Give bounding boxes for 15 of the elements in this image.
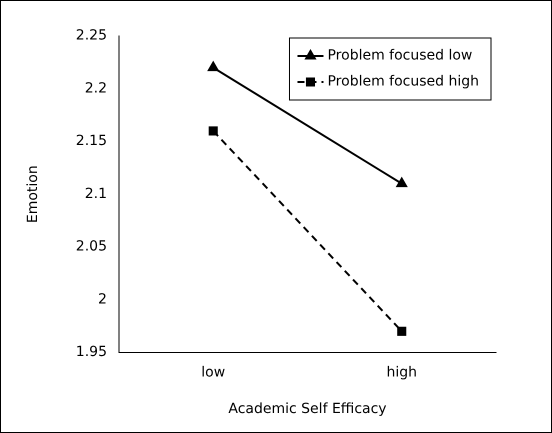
point — [397, 326, 406, 336]
y-tick-label: 1.95 — [76, 344, 107, 360]
y-tick-label: 2.2 — [84, 80, 107, 96]
x-axis-title: Academic Self Efficacy — [228, 401, 387, 418]
y-tick-label: 2.25 — [76, 28, 107, 44]
y-tick-label: 2.05 — [76, 238, 107, 255]
legend-label: Problem focused low — [327, 48, 472, 64]
y-tick-label: 2.1 — [84, 186, 107, 202]
legend-label: Problem focused high — [327, 74, 480, 90]
y-tick-label: 2 — [98, 291, 107, 308]
y-axis-title: Emotion — [25, 165, 42, 224]
point — [208, 126, 218, 136]
y-tick-label: 2.15 — [76, 133, 107, 150]
x-tick-label: high — [386, 364, 418, 380]
x-tick-label: low — [201, 364, 226, 380]
